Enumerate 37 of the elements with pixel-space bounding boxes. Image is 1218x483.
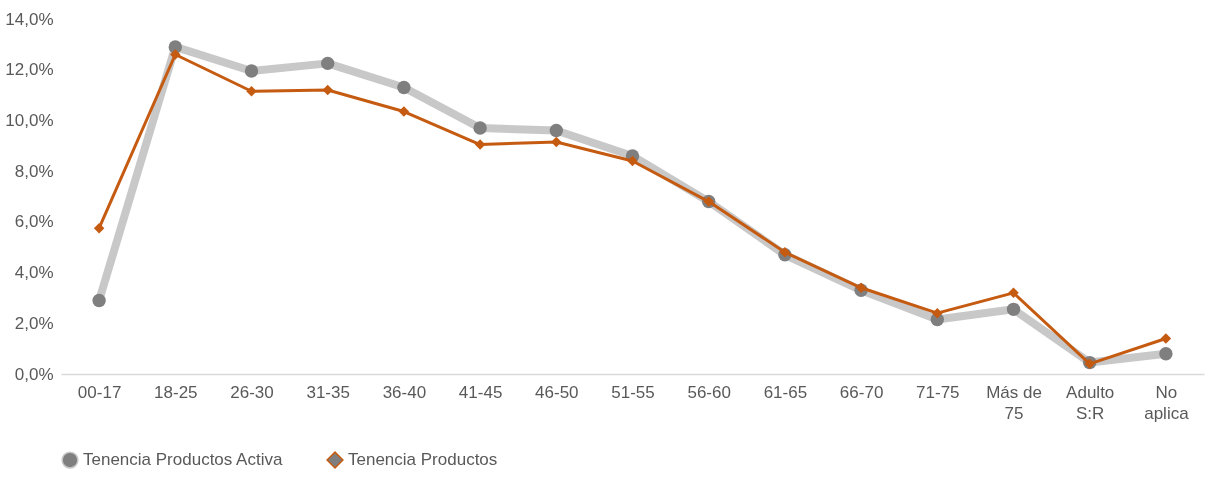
point xyxy=(93,222,105,234)
x-tick-label: 26-30 xyxy=(230,382,274,402)
legend-label: Tenencia Productos xyxy=(348,450,498,470)
y-tick-label: 12,0% xyxy=(5,60,54,80)
point xyxy=(1160,333,1172,344)
point xyxy=(170,49,181,60)
x-tick-label: 00-17 xyxy=(77,382,122,402)
x-tick-label: 66-70 xyxy=(839,382,884,402)
point xyxy=(474,139,486,150)
y-tick-label: 0,0% xyxy=(14,364,54,384)
x-tick-label: 46-50 xyxy=(535,382,579,402)
x-tick-label: Adulto S:R xyxy=(1066,382,1115,423)
y-tick-label: 10,0% xyxy=(5,110,54,130)
point xyxy=(1008,287,1019,299)
y-tick-label: 8,0% xyxy=(14,161,54,181)
y-tick-label: 14,0% xyxy=(5,9,54,29)
y-tick-label: 4,0% xyxy=(14,263,54,283)
x-tick-label: 51-55 xyxy=(611,382,655,402)
point xyxy=(627,155,638,167)
x-tick-label: 61-65 xyxy=(763,382,808,402)
x-tick-label: 56-60 xyxy=(687,382,731,402)
x-tick-label: 36-40 xyxy=(382,382,427,402)
x-tick-label: 71-75 xyxy=(916,382,960,402)
y-tick-label: 2,0% xyxy=(14,313,54,333)
point xyxy=(779,247,791,258)
point xyxy=(322,84,333,96)
point xyxy=(398,106,410,117)
point xyxy=(246,86,257,97)
x-tick-label: 31-35 xyxy=(306,382,350,402)
y-tick-label: 6,0% xyxy=(14,212,54,232)
point xyxy=(551,136,562,148)
x-tick-label: No aplica xyxy=(1144,382,1190,423)
x-tick-label: 18-25 xyxy=(154,382,198,402)
x-tick-label: 41-45 xyxy=(458,382,503,402)
point xyxy=(932,307,943,319)
legend-label: Tenencia Productos Activa xyxy=(83,450,283,470)
x-tick-label: Más de 75 xyxy=(986,382,1042,423)
